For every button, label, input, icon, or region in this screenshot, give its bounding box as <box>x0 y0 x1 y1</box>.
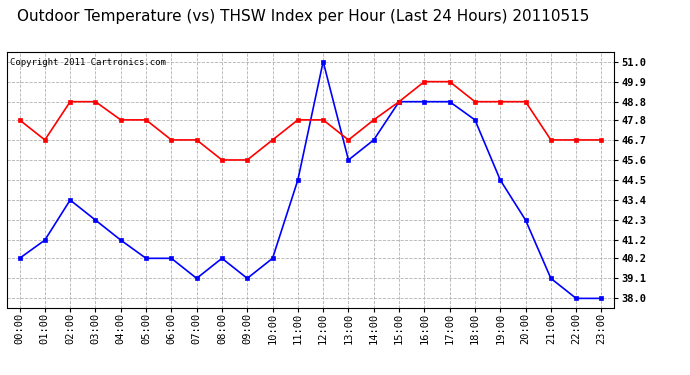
Text: Outdoor Temperature (vs) THSW Index per Hour (Last 24 Hours) 20110515: Outdoor Temperature (vs) THSW Index per … <box>17 9 590 24</box>
Text: Copyright 2011 Cartronics.com: Copyright 2011 Cartronics.com <box>10 58 166 67</box>
